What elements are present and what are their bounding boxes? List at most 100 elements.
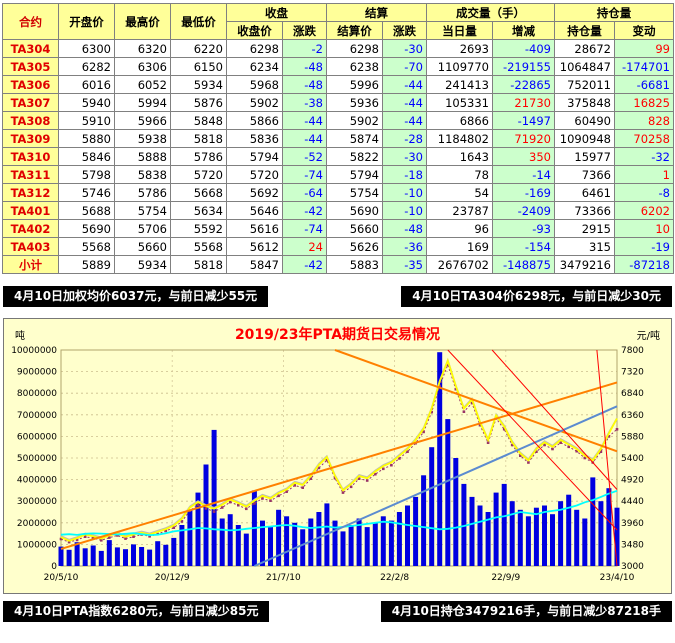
value-cell[interactable]: 23787	[426, 201, 493, 220]
value-cell[interactable]: 5690	[58, 219, 115, 238]
change-cell[interactable]: -10	[382, 201, 427, 220]
value-cell[interactable]: 5822	[326, 147, 383, 166]
value-cell[interactable]: 5646	[226, 201, 283, 220]
value-cell[interactable]: 5818	[170, 255, 227, 274]
header-settle-change[interactable]: 涨跌	[382, 21, 427, 40]
value-cell[interactable]: 5836	[226, 129, 283, 148]
value-cell[interactable]: 5798	[58, 165, 115, 184]
value-cell[interactable]: 5720	[226, 165, 283, 184]
change-cell[interactable]: -2	[282, 39, 327, 58]
contract-cell[interactable]: TA308	[2, 111, 59, 130]
value-cell[interactable]: 73366	[554, 201, 615, 220]
value-cell[interactable]: 5934	[114, 255, 171, 274]
header-volume-change[interactable]: 增减	[492, 21, 555, 40]
value-cell[interactable]: 5668	[170, 183, 227, 202]
change-cell[interactable]: 99	[614, 39, 674, 58]
change-cell[interactable]: -28	[382, 129, 427, 148]
value-cell[interactable]: 5940	[58, 93, 115, 112]
value-cell[interactable]: 5754	[114, 201, 171, 220]
value-cell[interactable]: 5690	[326, 201, 383, 220]
change-cell[interactable]: -19	[614, 237, 674, 256]
value-cell[interactable]: 6306	[114, 57, 171, 76]
value-cell[interactable]: 5994	[114, 93, 171, 112]
value-cell[interactable]: 5876	[170, 93, 227, 112]
contract-cell[interactable]: TA305	[2, 57, 59, 76]
contract-cell[interactable]: TA304	[2, 39, 59, 58]
contract-cell[interactable]: TA401	[2, 201, 59, 220]
value-cell[interactable]: 6282	[58, 57, 115, 76]
value-cell[interactable]: 5692	[226, 183, 283, 202]
value-cell[interactable]: 3479216	[554, 255, 615, 274]
value-cell[interactable]: 6220	[170, 39, 227, 58]
header-settle-group[interactable]: 结算	[326, 3, 427, 22]
value-cell[interactable]: 1643	[426, 147, 493, 166]
value-cell[interactable]: 5936	[326, 93, 383, 112]
contract-cell[interactable]: TA309	[2, 129, 59, 148]
change-cell[interactable]: -48	[282, 57, 327, 76]
value-cell[interactable]: 1090948	[554, 129, 615, 148]
contract-cell[interactable]: TA306	[2, 75, 59, 94]
header-close-group[interactable]: 收盘	[226, 3, 327, 22]
change-cell[interactable]: -154	[492, 237, 555, 256]
change-cell[interactable]: 6202	[614, 201, 674, 220]
value-cell[interactable]: 5888	[114, 147, 171, 166]
value-cell[interactable]: 5902	[226, 93, 283, 112]
change-cell[interactable]: -44	[382, 75, 427, 94]
value-cell[interactable]: 5706	[114, 219, 171, 238]
change-cell[interactable]: 16825	[614, 93, 674, 112]
change-cell[interactable]: -14	[492, 165, 555, 184]
value-cell[interactable]: 6300	[58, 39, 115, 58]
value-cell[interactable]: 5568	[58, 237, 115, 256]
value-cell[interactable]: 5938	[114, 129, 171, 148]
value-cell[interactable]: 5846	[58, 147, 115, 166]
value-cell[interactable]: 5848	[170, 111, 227, 130]
value-cell[interactable]: 5883	[326, 255, 383, 274]
value-cell[interactable]: 5592	[170, 219, 227, 238]
value-cell[interactable]: 169	[426, 237, 493, 256]
change-cell[interactable]: 828	[614, 111, 674, 130]
header-open[interactable]: 开盘价	[58, 3, 115, 40]
value-cell[interactable]: 315	[554, 237, 615, 256]
value-cell[interactable]: 5934	[170, 75, 227, 94]
change-cell[interactable]: -22865	[492, 75, 555, 94]
value-cell[interactable]: 375848	[554, 93, 615, 112]
value-cell[interactable]: 5746	[58, 183, 115, 202]
value-cell[interactable]: 7366	[554, 165, 615, 184]
change-cell[interactable]: 70258	[614, 129, 674, 148]
change-cell[interactable]: -38	[282, 93, 327, 112]
change-cell[interactable]: -44	[382, 111, 427, 130]
value-cell[interactable]: 5966	[114, 111, 171, 130]
change-cell[interactable]: -174701	[614, 57, 674, 76]
change-cell[interactable]: -42	[282, 255, 327, 274]
change-cell[interactable]: -93	[492, 219, 555, 238]
value-cell[interactable]: 5910	[58, 111, 115, 130]
value-cell[interactable]: 6052	[114, 75, 171, 94]
header-oi-group[interactable]: 持仓量	[554, 3, 674, 22]
value-cell[interactable]: 5818	[170, 129, 227, 148]
value-cell[interactable]: 54	[426, 183, 493, 202]
change-cell[interactable]: -48	[282, 75, 327, 94]
change-cell[interactable]: -52	[282, 147, 327, 166]
change-cell[interactable]: -148875	[492, 255, 555, 274]
value-cell[interactable]: 2676702	[426, 255, 493, 274]
value-cell[interactable]: 6238	[326, 57, 383, 76]
change-cell[interactable]: 350	[492, 147, 555, 166]
header-settle-price[interactable]: 结算价	[326, 21, 383, 40]
change-cell[interactable]: -8	[614, 183, 674, 202]
value-cell[interactable]: 6298	[226, 39, 283, 58]
value-cell[interactable]: 28672	[554, 39, 615, 58]
value-cell[interactable]: 5880	[58, 129, 115, 148]
contract-cell[interactable]: 小计	[2, 255, 59, 274]
change-cell[interactable]: -169	[492, 183, 555, 202]
change-cell[interactable]: -44	[282, 111, 327, 130]
value-cell[interactable]: 5794	[326, 165, 383, 184]
header-oi-change[interactable]: 变动	[614, 21, 674, 40]
value-cell[interactable]: 6016	[58, 75, 115, 94]
value-cell[interactable]: 5568	[170, 237, 227, 256]
change-cell[interactable]: -70	[382, 57, 427, 76]
value-cell[interactable]: 2915	[554, 219, 615, 238]
value-cell[interactable]: 78	[426, 165, 493, 184]
change-cell[interactable]: -44	[282, 129, 327, 148]
value-cell[interactable]: 5612	[226, 237, 283, 256]
change-cell[interactable]: -87218	[614, 255, 674, 274]
